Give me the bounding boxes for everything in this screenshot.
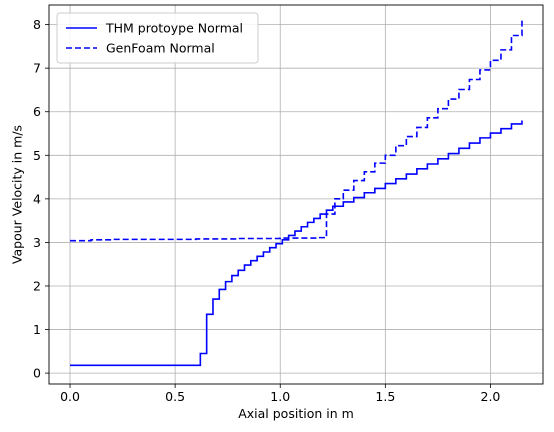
x-tick-label: 1.5 bbox=[375, 389, 395, 404]
grid bbox=[49, 5, 543, 384]
y-tick-label: 8 bbox=[33, 17, 41, 32]
y-tick-label: 6 bbox=[33, 104, 41, 119]
x-tick-label: 1.0 bbox=[270, 389, 290, 404]
legend-label-thm: THM protoype Normal bbox=[105, 21, 243, 36]
legend: THM protoype Normal GenFoam Normal bbox=[56, 12, 259, 64]
y-tick-label: 7 bbox=[33, 61, 41, 76]
y-axis-label: Vapour Velocity in m/s bbox=[9, 125, 24, 264]
y-axis-ticks: 0 1 2 3 4 5 6 7 8 bbox=[33, 17, 49, 381]
series-line-thm bbox=[70, 120, 523, 367]
y-tick-label: 5 bbox=[33, 148, 41, 163]
y-tick-label: 4 bbox=[33, 191, 41, 206]
legend-label-genfoam: GenFoam Normal bbox=[106, 41, 215, 56]
x-tick-label: 0.0 bbox=[60, 389, 80, 404]
plot-frame bbox=[48, 4, 544, 385]
series-layer bbox=[70, 20, 523, 367]
y-tick-label: 1 bbox=[33, 322, 41, 337]
x-tick-label: 0.5 bbox=[165, 389, 185, 404]
x-axis-ticks: 0.0 0.5 1.0 1.5 2.0 bbox=[60, 384, 500, 404]
series-line-genfoam bbox=[70, 20, 523, 242]
y-tick-label: 0 bbox=[33, 366, 41, 381]
y-tick-label: 3 bbox=[33, 235, 41, 250]
legend-box bbox=[56, 12, 259, 64]
x-tick-label: 2.0 bbox=[481, 389, 501, 404]
y-tick-label: 2 bbox=[33, 278, 41, 293]
x-axis-label: Axial position in m bbox=[238, 406, 354, 421]
